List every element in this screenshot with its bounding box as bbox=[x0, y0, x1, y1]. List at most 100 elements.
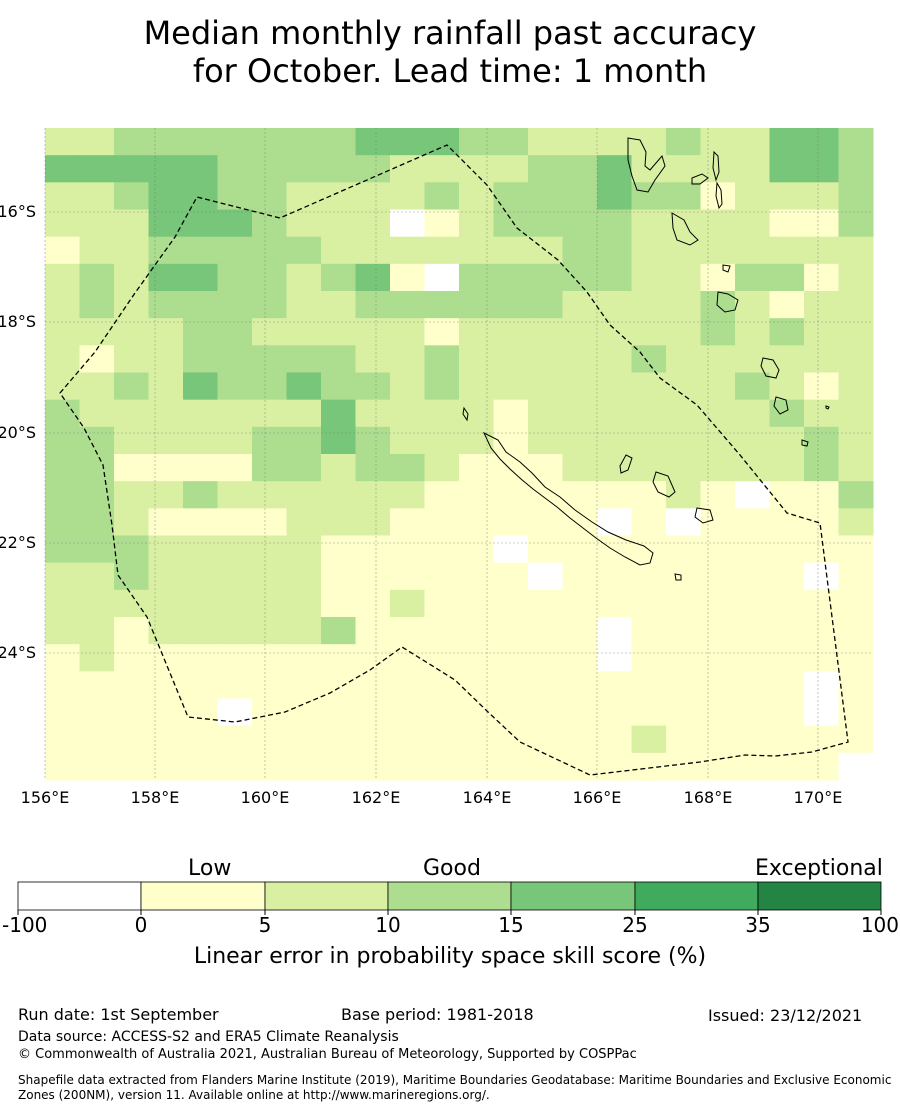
grid-cell bbox=[597, 399, 632, 428]
grid-cell bbox=[597, 263, 632, 292]
grid-cell bbox=[148, 562, 184, 591]
grid-cell bbox=[321, 263, 356, 292]
grid-cell bbox=[217, 671, 253, 699]
grid-cell bbox=[79, 263, 115, 292]
grid-cell bbox=[459, 508, 494, 536]
grid-cell bbox=[148, 589, 184, 618]
grid-cell bbox=[183, 698, 218, 727]
grid-cell bbox=[666, 617, 701, 645]
grid-cell bbox=[355, 345, 391, 373]
grid-cell bbox=[735, 128, 770, 156]
grid-cell bbox=[114, 481, 149, 509]
grid-cell bbox=[528, 562, 563, 591]
grid-cell bbox=[183, 752, 218, 781]
grid-cell bbox=[355, 454, 391, 482]
grid-cell bbox=[424, 291, 460, 319]
grid-cell bbox=[493, 236, 529, 265]
grid-cell bbox=[114, 291, 149, 319]
grid-cell bbox=[666, 508, 701, 536]
grid-cell bbox=[114, 318, 149, 346]
grid-cell bbox=[183, 426, 218, 455]
grid-cell bbox=[459, 562, 494, 591]
grid-cell bbox=[286, 318, 322, 346]
grid-cell bbox=[459, 155, 494, 183]
grid-cell bbox=[114, 372, 149, 401]
grid-cell bbox=[666, 128, 701, 156]
grid-cell bbox=[769, 752, 805, 781]
grid-cell bbox=[631, 372, 667, 401]
grid-cell bbox=[286, 562, 322, 591]
grid-cell bbox=[838, 236, 874, 265]
grid-cell bbox=[666, 318, 701, 346]
grid-cell bbox=[286, 345, 322, 373]
grid-cell bbox=[114, 562, 149, 591]
grid-cell bbox=[769, 589, 805, 618]
colorbar-tick-label: 0 bbox=[135, 913, 148, 937]
grid-cell bbox=[321, 644, 356, 672]
grid-cell bbox=[769, 372, 805, 401]
grid-cell bbox=[735, 481, 770, 509]
grid-cell bbox=[838, 725, 874, 754]
grid-cell bbox=[355, 318, 391, 346]
grid-cell bbox=[838, 372, 874, 401]
grid-cell bbox=[838, 426, 874, 455]
grid-cell bbox=[45, 182, 80, 210]
grid-cell bbox=[769, 454, 805, 482]
grid-cell bbox=[528, 644, 563, 672]
grid-cell bbox=[390, 291, 425, 319]
grid-cell bbox=[528, 345, 563, 373]
category-exceptional: Exceptional bbox=[755, 856, 883, 881]
grid-cell bbox=[114, 399, 149, 428]
grid-cell bbox=[459, 209, 494, 238]
grid-cell bbox=[321, 236, 356, 265]
grid-cell bbox=[252, 752, 287, 781]
grid-cell bbox=[804, 426, 839, 455]
grid-cell bbox=[769, 698, 805, 727]
grid-cell bbox=[493, 372, 529, 401]
grid-cell bbox=[666, 372, 701, 401]
grid-cell bbox=[424, 617, 460, 645]
grid-cell bbox=[45, 454, 80, 482]
lon-tick-label: 168°E bbox=[684, 788, 733, 807]
grid-cell bbox=[562, 671, 598, 699]
grid-cell bbox=[79, 698, 115, 727]
grid-cell bbox=[148, 725, 184, 754]
grid-cell bbox=[183, 644, 218, 672]
grid-cell bbox=[838, 399, 874, 428]
grid-cell bbox=[79, 644, 115, 672]
grid-cell bbox=[735, 236, 770, 265]
grid-cell bbox=[804, 291, 839, 319]
lat-tick-label: 20°S bbox=[0, 423, 36, 442]
isle-of-pines bbox=[674, 573, 682, 581]
grid-cell bbox=[183, 263, 218, 292]
grid-cell bbox=[390, 671, 425, 699]
grid-cell bbox=[424, 589, 460, 618]
grid-cell bbox=[217, 617, 253, 645]
grid-cell bbox=[321, 291, 356, 319]
lon-tick-label: 156°E bbox=[21, 788, 70, 807]
grid-cell bbox=[700, 644, 736, 672]
lon-tick-label: 170°E bbox=[794, 788, 843, 807]
grid-cell bbox=[838, 209, 874, 238]
title-line-2: for October. Lead time: 1 month bbox=[192, 52, 708, 90]
grid-cell bbox=[355, 752, 391, 781]
grid-cell bbox=[562, 725, 598, 754]
grid-cell bbox=[114, 725, 149, 754]
grid-cell bbox=[769, 562, 805, 591]
grid-cell bbox=[79, 291, 115, 319]
grid-cell bbox=[424, 372, 460, 401]
grid-cell bbox=[562, 562, 598, 591]
grid-cell bbox=[79, 671, 115, 699]
grid-cell bbox=[183, 209, 218, 238]
grid-cell bbox=[286, 617, 322, 645]
grid-cell bbox=[321, 454, 356, 482]
grid-cell bbox=[597, 671, 632, 699]
grid-cell bbox=[562, 263, 598, 292]
grid-cell bbox=[597, 589, 632, 618]
grid-cell bbox=[493, 318, 529, 346]
grid-cell bbox=[562, 345, 598, 373]
grid-cell bbox=[459, 725, 494, 754]
grid-cell bbox=[390, 372, 425, 401]
grid-cell bbox=[286, 291, 322, 319]
grid-cell bbox=[838, 562, 874, 591]
